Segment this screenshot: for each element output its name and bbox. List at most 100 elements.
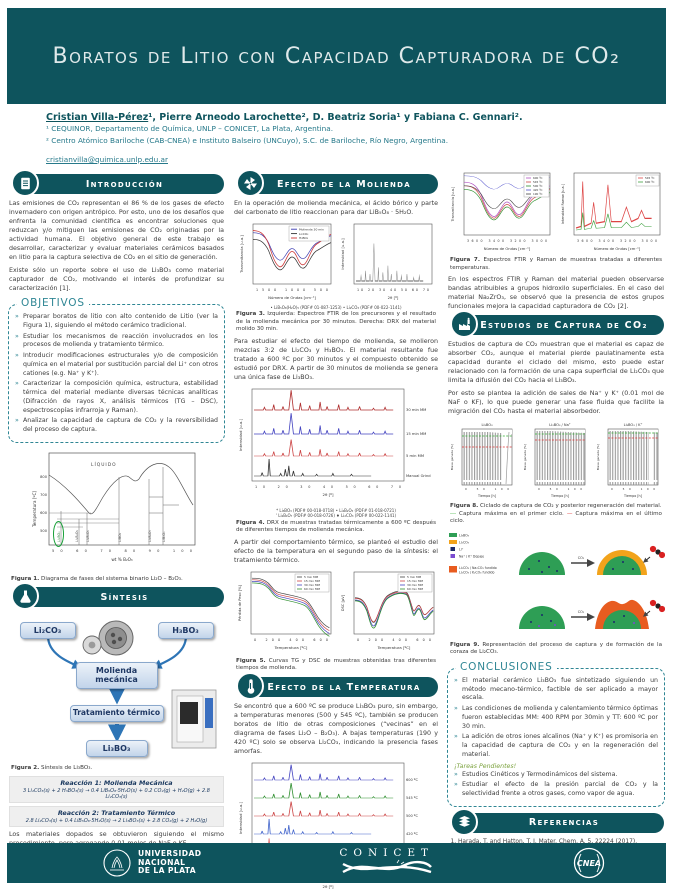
- svg-text:Li₃BO₃ / K⁺: Li₃BO₃ / K⁺: [624, 423, 643, 427]
- svg-text:H₃BO₃: H₃BO₃: [299, 236, 309, 240]
- cnea-seal-icon: CNEA: [573, 847, 605, 879]
- svg-text:600: 600: [40, 511, 48, 515]
- fig7-ftir-xlabel: Número de Ondas [cm⁻¹]: [483, 247, 530, 251]
- svg-text:Li₄B₂O₅: Li₄B₂O₅: [86, 529, 90, 542]
- poster-columns: Introducción Las emisiones de CO₂ repres…: [7, 169, 666, 889]
- factory-icon: [450, 310, 478, 339]
- figura-3-ftir-chart: Molienda 30 min Li₂CO₃ H₃BO₃ 1500 1000 5…: [239, 223, 331, 300]
- tarea-item: Estudios Cinéticos y Termodinámicos del …: [454, 771, 658, 780]
- captura-paragraph-2: Por esto se plantea la adición de sales …: [448, 390, 664, 416]
- authors-line: Cristian Villa-Pérez¹, Pierre Arneodo La…: [46, 112, 651, 123]
- conclusiones-box: CONCLUSIONES El material cerámico Li₃BO₃…: [447, 660, 665, 807]
- co2-molecule: [643, 545, 666, 563]
- flow-box-molienda: Molienda mecánica: [75, 662, 158, 689]
- svg-text:3600 3400 3200 3000: 3600 3400 3200 3000: [467, 239, 547, 243]
- email-link[interactable]: cristianvilla@quimica.unlp.edu.ar: [46, 154, 168, 164]
- figura-8-panel-k: Li₃BO₃ / K⁺ 0 50 100 Tiempo [h] Masa gan…: [596, 423, 659, 498]
- temperatura-paragraph: Se encontró que a 600 ºC se produce Li₃B…: [234, 703, 438, 755]
- svg-text:60 min MM: 60 min MM: [407, 587, 423, 591]
- section-title: Estudios de Captura de CO₂: [480, 319, 648, 331]
- svg-text:Li₂CO₃: Li₂CO₃: [459, 540, 470, 544]
- figura-7-raman-chart: 545 ºC 600 ºC 3600 3400 3200 3000 Número…: [561, 172, 660, 251]
- svg-text:1500 1000 500: 1500 1000 500: [256, 288, 328, 292]
- other-authors: ¹, Pierre Arneodo Larochette², D. Beatri…: [148, 112, 523, 123]
- lead-author: Cristian Villa-Pérez: [46, 112, 149, 123]
- svg-text:15 min MM: 15 min MM: [407, 579, 423, 583]
- document-icon: [11, 169, 39, 197]
- fig8-ylabel: Masa ganada [%]: [596, 444, 600, 470]
- objetivo-item: Analizar la capacidad de captura de CO₂ …: [15, 417, 218, 435]
- svg-text:5 min MM: 5 min MM: [406, 454, 424, 458]
- svg-text:600 ºC: 600 ºC: [406, 778, 418, 782]
- flow-box-li3bo3: Li₃BO₃: [85, 740, 148, 758]
- affiliation-2: ² Centro Atómico Bariloche (CAB-CNEA) e …: [46, 135, 449, 145]
- reference-item: Harada, T. and Hatton, T. J. Mater. Chem…: [458, 838, 666, 847]
- svg-text:0 50 100: 0 50 100: [611, 487, 655, 491]
- svg-text:420 ºC: 420 ºC: [533, 188, 543, 192]
- svg-text:Li₆B₄O₉: Li₆B₄O₉: [75, 529, 79, 542]
- svg-text:500 ºC: 500 ºC: [533, 184, 543, 188]
- figura-1: Temperatura [ºC] 800 700 600 500 LÍQUIDO…: [7, 449, 226, 584]
- figura-8: Li₃BO₃ 0 50 100 Tiempo [h] Masa ganada […: [446, 420, 666, 526]
- figura-1-chart: Temperatura [ºC] 800 700 600 500 LÍQUIDO…: [32, 452, 195, 562]
- figura-9-caption: Figura 9. Representación del proceso de …: [450, 641, 662, 656]
- figura-2-caption: Figura 2. Síntesis de Li₃BO₃.: [11, 765, 93, 772]
- svg-text:10 20 30 40 50 60: 10 20 30 40 50 60 70: [357, 288, 429, 292]
- section-banner-captura: Estudios de Captura de CO₂: [450, 310, 664, 339]
- molienda-paragraph-2: Para estudiar el efecto del tiempo de mo…: [234, 338, 438, 382]
- svg-text:0 200 400 600: 0 200 400 600: [357, 638, 431, 642]
- svg-text:3600 3400 3200 3000: 3600 3400 3200 3000: [577, 239, 657, 243]
- svg-text:600 ºC: 600 ºC: [533, 176, 543, 180]
- fig3-drx-xlabel: 2θ [º]: [387, 295, 398, 300]
- objetivo-item: Preparar boratos de litio con alto conte…: [15, 313, 218, 331]
- svg-text:Li₂CO₃ / K₂CO₃ fundido: Li₂CO₃ / K₂CO₃ fundido: [459, 570, 495, 574]
- affiliation-1: ¹ CEQUINOR, Departamento de Química, UNL…: [46, 124, 334, 133]
- figura-4-legend-1: * Li₃BO₃ (PDF# 00-018-0718) • Li₄B₂O₅ (P…: [276, 508, 396, 514]
- svg-text:Li₂CO₃ / Na₂CO₃ fundido: Li₂CO₃ / Na₂CO₃ fundido: [459, 566, 497, 570]
- svg-text:CO₂: CO₂: [578, 556, 585, 560]
- fig7-ftir-ylabel: Transmitancia [u.a.]: [451, 186, 455, 222]
- svg-text:15 min MM: 15 min MM: [304, 579, 320, 583]
- fig3-ftir-xlabel: Número de Ondas [cm⁻¹]: [268, 295, 316, 300]
- figura-3: Molienda 30 min Li₂CO₃ H₃BO₃ 1500 1000 5…: [232, 221, 440, 334]
- svg-text:Li₃BO₃: Li₃BO₃: [459, 533, 470, 537]
- conclusion-item: El material cerámico Li₃BO₃ fue sintetiz…: [454, 677, 658, 703]
- fig7-raman-ylabel: Intensidad Raman [u.a.]: [561, 184, 565, 224]
- figura-3-caption: Figura 3. Izquierda: Espectros FTIR de l…: [236, 311, 436, 333]
- svg-text:LiBO₂: LiBO₂: [118, 532, 122, 542]
- figura-3-footnote: • LiB₅O₈(H₂O)₅ (PDF# 01-087-1253) • Li₂C…: [270, 305, 402, 310]
- figura-7-ftir-chart: 600 ºC 545 ºC 500 ºC 420 ºC 190 ºC 3600 …: [451, 172, 550, 251]
- figura-9-schematic: Li₃BO₃ Li₂CO₃ Li⁺ Na⁺ / K⁺ Dopaje Li₂CO₃…: [449, 532, 666, 629]
- svg-text:Li₃BO₃: Li₃BO₃: [481, 423, 493, 427]
- figura-4: 30 min MM 15 min MM 5 min MM Manual Grin…: [232, 386, 440, 535]
- svg-text:Li₃BO₃: Li₃BO₃: [57, 531, 61, 542]
- figura-5: 5 min MM 15 min MM 30 min MM 60 min MM 0…: [232, 569, 440, 673]
- flow-box-li2co3: Li₂CO₃: [19, 622, 76, 640]
- section-banner-temperatura: Efecto de la Temperatura: [236, 672, 438, 700]
- objetivos-box: OBJETIVOS Preparar boratos de litio con …: [8, 297, 225, 443]
- fig5-tg-xlabel: Temperatura [ºC]: [273, 645, 307, 650]
- svg-text:5 min MM: 5 min MM: [304, 575, 319, 579]
- thermometer-icon: [236, 672, 264, 700]
- reaccion-1-box: Reacción 1: Molienda Mecánica 3 Li₂CO₃(s…: [9, 775, 224, 803]
- unlp-logo: UNIVERSIDAD NACIONAL DE LA PLATA: [102, 848, 201, 878]
- tareas-pendientes-label: ¡Tareas Pendientes!: [454, 762, 517, 770]
- fig8-xlabel: Tiempo [h]: [623, 494, 642, 498]
- section-title: Efecto de la Temperatura: [267, 681, 421, 693]
- svg-text:545 ºC: 545 ºC: [533, 180, 543, 184]
- fig5-tg-ylabel: Pérdida de Peso [%]: [238, 584, 242, 620]
- svg-text:LiB₃O₅: LiB₃O₅: [162, 531, 166, 542]
- svg-text:Li₃BO₃ / Na⁺: Li₃BO₃ / Na⁺: [549, 423, 570, 427]
- svg-text:0 50 100: 0 50 100: [465, 487, 509, 491]
- figura-5-dsc-chart: 5 min MM 15 min MM 30 min MM 60 min MM 0…: [341, 571, 434, 650]
- fig8-xlabel: Tiempo [h]: [477, 494, 496, 498]
- conicet-wordmark: CONICET: [339, 846, 435, 859]
- fig6-xlabel: 2θ [º]: [323, 884, 334, 889]
- books-icon: [450, 807, 478, 836]
- objetivo-item: Introducir modificaciones estructurales …: [15, 352, 218, 378]
- svg-text:CO₂: CO₂: [578, 610, 585, 614]
- svg-text:545 ºC: 545 ºC: [406, 796, 418, 800]
- svg-text:800: 800: [40, 475, 48, 479]
- figura-4-legend-2: ' Li₂B₄O₇ (PDF# 00-018-0726) ♦ Li₂CO₃ (P…: [275, 513, 397, 519]
